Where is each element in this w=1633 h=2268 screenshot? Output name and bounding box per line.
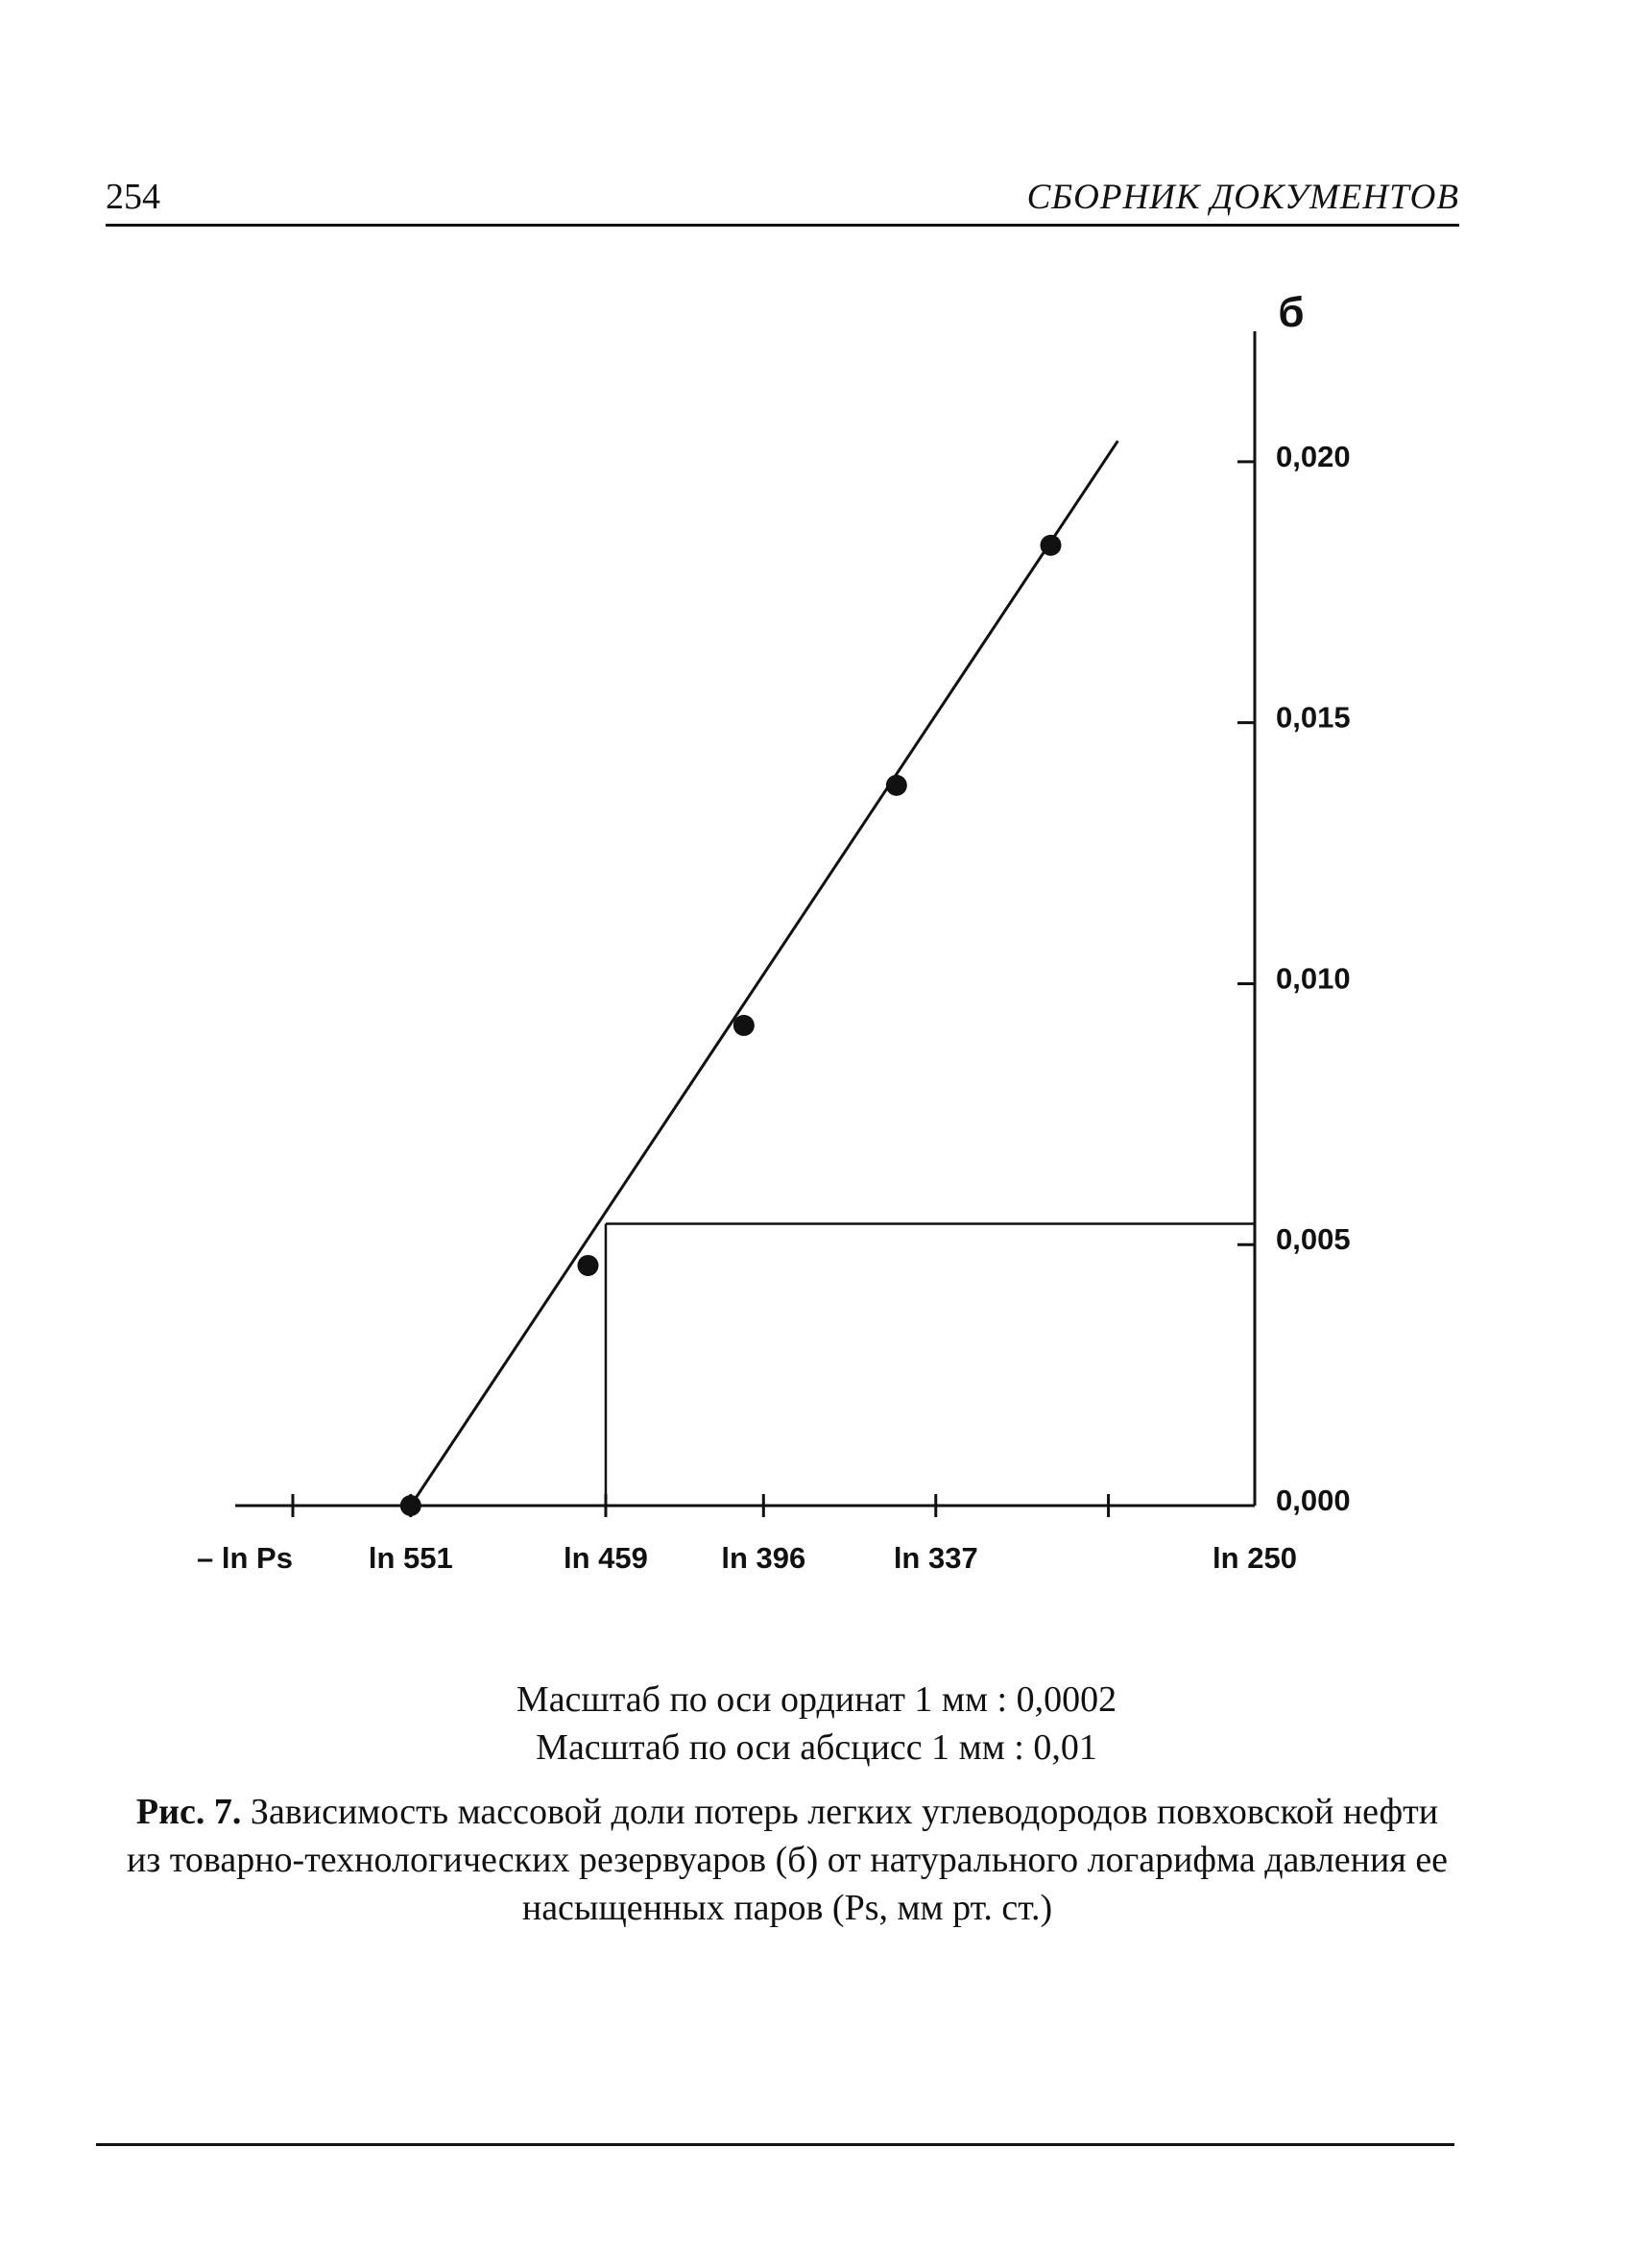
figure-caption: Рис. 7. Зависимость массовой доли потерь… [115,1788,1459,1932]
y-tick-label: 0,010 [1276,961,1351,995]
y-tick-label: 0,015 [1276,701,1351,735]
x-tick-label: ln 551 [369,1541,453,1575]
running-head: СБОРНИК ДОКУМЕНТОВ [1026,178,1459,217]
footer-rule [96,2143,1454,2146]
chart: ln 551 ln 459 ln 396 ln 337 ln 250 – ln Ps 0,0… [197,289,1351,1575]
y-axis-title: б [1278,289,1304,336]
chart-guides [604,1222,1255,1506]
x-tick-label: ln 396 [721,1541,805,1575]
chart-axes [235,331,1257,1517]
caption-text: Зависимость массовой доли потерь легких … [126,1792,1449,1928]
data-point [885,774,907,796]
data-point [1040,534,1062,556]
x-tick-label: ln 337 [894,1541,978,1575]
series-line [409,440,1119,1507]
chart-series [399,440,1119,1516]
x-tick-label: ln 250 [1213,1541,1297,1575]
scale-notes: Масштаб по оси ординат 1 мм : 0,0002 Мас… [0,1676,1633,1772]
y-tick-label: 0,020 [1276,440,1351,473]
x-axis-title: – ln Ps [197,1541,293,1575]
scale-ordinate: Масштаб по оси ординат 1 мм : 0,0002 [516,1679,1117,1720]
data-point [732,1014,755,1036]
page-header: 254 СБОРНИК ДОКУМЕНТОВ [106,168,1459,227]
page-number: 254 [106,177,160,217]
y-tick-label: 0,005 [1276,1222,1351,1256]
x-tick-label: ln 459 [564,1541,648,1575]
scale-abscissa: Масштаб по оси абсцисс 1 мм : 0,01 [536,1727,1097,1768]
data-point [577,1254,599,1276]
chart-labels: ln 551 ln 459 ln 396 ln 337 ln 250 – ln Ps 0,0… [197,289,1351,1575]
caption-label: Рис. 7. [135,1792,242,1832]
data-point [399,1495,421,1516]
y-tick-label: 0,000 [1276,1484,1351,1517]
